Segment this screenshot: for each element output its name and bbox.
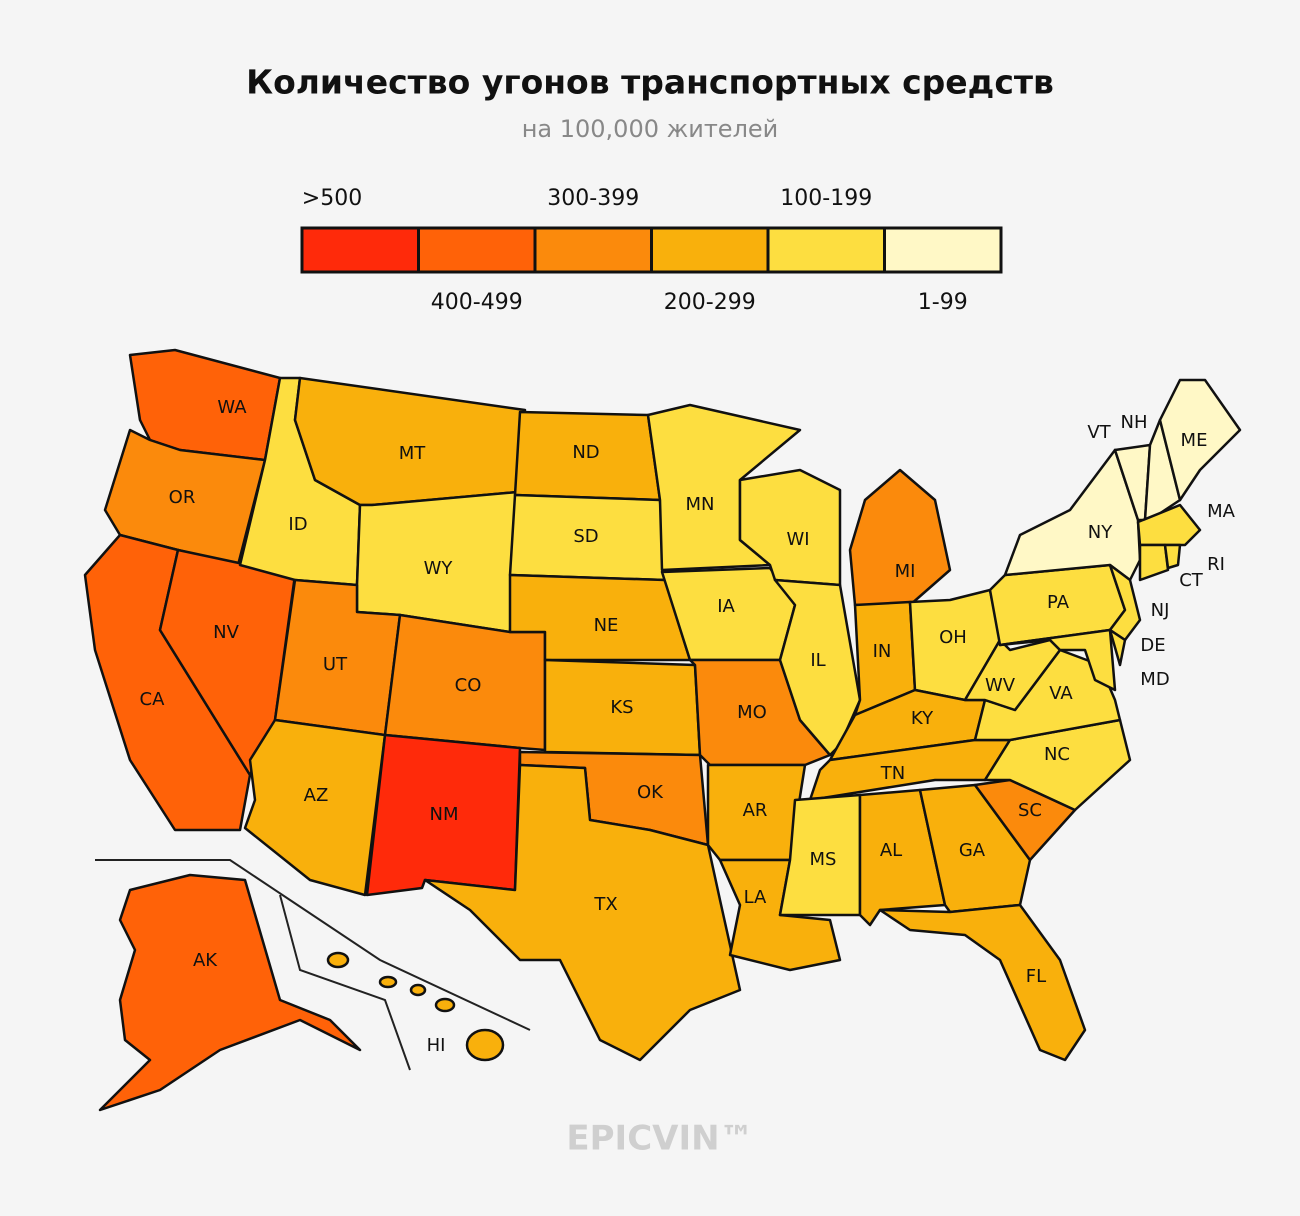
state-shape <box>1136 503 1202 547</box>
state-label: PA <box>1047 592 1070 613</box>
state-shape <box>98 873 362 1112</box>
state-label: MS <box>810 849 837 870</box>
legend-swatch <box>766 226 886 274</box>
state-shape <box>326 951 350 969</box>
state-shape <box>243 718 387 897</box>
legend-label: 100-199 <box>780 186 872 211</box>
state-shape <box>1158 378 1242 502</box>
state-label: ME <box>1181 430 1208 451</box>
state-label: HI <box>427 1035 446 1056</box>
state-label: AZ <box>304 785 329 806</box>
state-label: RI <box>1207 554 1225 575</box>
state-label: MN <box>686 494 715 515</box>
state-label: MT <box>399 443 427 464</box>
state-label: SD <box>573 526 598 547</box>
state-shape <box>465 1028 505 1062</box>
state-shape <box>423 763 742 1062</box>
state-label: TX <box>593 894 617 915</box>
state-shape <box>409 983 427 997</box>
state-label: CO <box>455 675 482 696</box>
state-label: KS <box>610 697 633 718</box>
state-shape <box>378 975 398 989</box>
state-label: MI <box>895 561 916 582</box>
legend-label: 1-99 <box>918 290 968 315</box>
state-label: WY <box>424 558 454 579</box>
inset-lines <box>95 859 531 1071</box>
state-label: IN <box>873 641 892 662</box>
brand: EPICVIN™ <box>566 1119 753 1159</box>
state-shape <box>1163 543 1182 570</box>
legend-label: 200-299 <box>664 290 756 315</box>
state-shape <box>773 578 862 757</box>
state-label: NM <box>430 804 459 825</box>
state-label: CA <box>140 689 166 710</box>
legend-swatch <box>650 226 770 274</box>
state-shape <box>434 997 456 1013</box>
legend-label: 300-399 <box>547 186 639 211</box>
state-label: FL <box>1026 966 1046 987</box>
state-label: OH <box>939 627 967 648</box>
state-shape <box>848 468 952 607</box>
state-shape <box>998 628 1117 692</box>
state-label: CT <box>1179 570 1204 591</box>
legend-swatch <box>417 226 537 274</box>
state-label: IL <box>810 650 825 671</box>
state-label: MA <box>1207 501 1236 522</box>
state-label: WI <box>786 529 809 550</box>
state-label: ND <box>572 442 599 463</box>
state-label: DE <box>1140 635 1165 656</box>
legend-swatch <box>300 226 420 274</box>
state-label: NY <box>1088 522 1113 543</box>
states: WA OR CA NV ID MT WY UT CO AZ NM ND SD NE KS OK TX MN IA MO… <box>83 348 1242 1112</box>
state-label: OR <box>169 487 196 508</box>
state-label: MO <box>737 702 767 723</box>
state-label: OK <box>637 782 664 803</box>
state-label: VA <box>1049 683 1073 704</box>
state-label: AK <box>193 950 218 971</box>
legend: >500 400-499 300-399 200-299 100-199 1-99 <box>300 186 1003 315</box>
state-label: NE <box>594 615 619 636</box>
state-label: IA <box>717 596 735 617</box>
state-label: NH <box>1121 412 1148 433</box>
state-label: WV <box>985 675 1016 696</box>
state-label: WA <box>217 397 247 418</box>
state-shape <box>878 903 1087 1062</box>
state-label: GA <box>959 840 986 861</box>
state-label: TN <box>880 763 905 784</box>
legend-swatch <box>883 226 1003 274</box>
title: Количество угонов транспортных средств <box>246 63 1054 102</box>
state-label: LA <box>744 887 767 908</box>
state-label: KY <box>911 708 934 729</box>
legend-label: >500 <box>302 186 362 211</box>
state-label: MD <box>1140 669 1169 690</box>
state-label: ID <box>288 514 307 535</box>
legend-label: 400-499 <box>431 290 523 315</box>
state-label: SC <box>1018 800 1042 821</box>
state-label: NC <box>1044 744 1070 765</box>
state-label: UT <box>323 654 348 675</box>
legend-swatch <box>533 226 653 274</box>
state-label: NJ <box>1151 600 1170 621</box>
state-label: AL <box>880 840 902 861</box>
state-shape <box>1138 543 1170 582</box>
state-shape <box>1108 628 1127 667</box>
state-label: AR <box>743 800 768 821</box>
subtitle: на 100,000 жителей <box>522 115 779 143</box>
state-label: VT <box>1087 422 1111 443</box>
state-label: NV <box>213 622 239 643</box>
